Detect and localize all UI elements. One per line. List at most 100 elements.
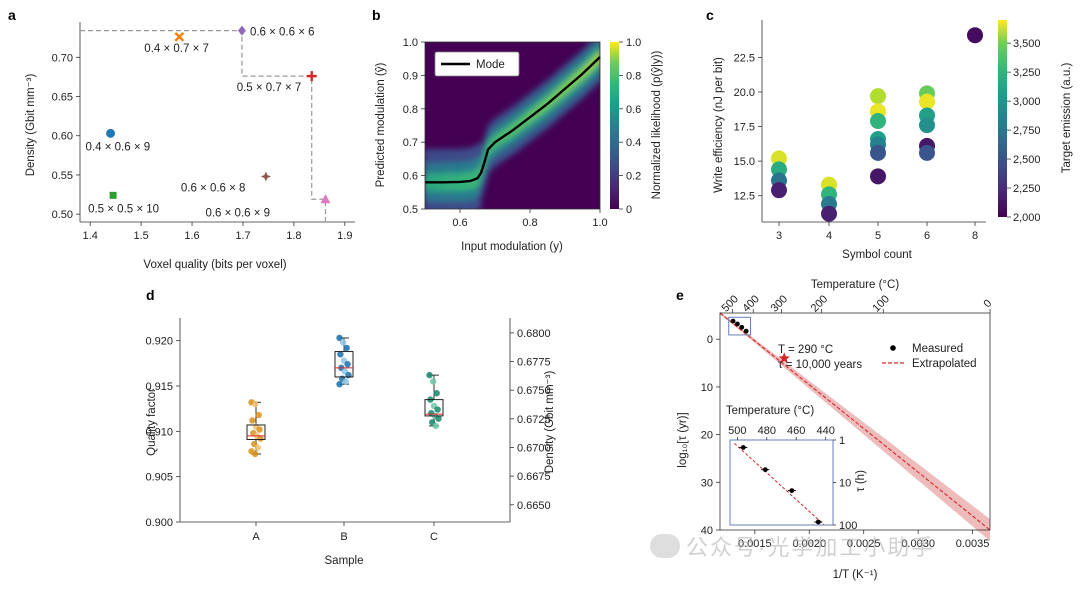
panel-b-label: b [372,7,381,23]
panel-d: d 0.9000.9050.9100.9150.9200.66500.66750… [145,287,556,567]
panel-c-colorbar-tick-label: 2,250 [1013,183,1041,195]
panel-c-plot: 3 4 5 6 8 12.5 15.0 17.5 20.0 22.5 [734,20,986,242]
panel-b-colorbar-tick-label: 0.4 [626,137,641,149]
panel-b-plot: 0.6 0.8 1.0 0.5 0.6 0.7 0.8 0.9 1.0 [403,37,608,229]
box-body [424,399,444,417]
panel-e-ytick-label: 40 [701,525,713,537]
mode-curve [425,56,601,184]
watermark-text: 公众号·光学加工小助手 [686,535,936,560]
inset-ytick-label: 10 [839,478,851,490]
watermark: 公众号·光学加工小助手 [650,530,935,562]
panel-d-ylabel-right: Density (Gbit mm⁻³) [544,371,556,474]
panel-b-ytick-label: 0.5 [403,204,418,216]
target-star-marker [778,352,790,364]
point-label: 0.6 × 0.6 × 6 [250,27,315,39]
panel-a-xtick-label: 1.6 [184,230,199,242]
efficiency-point [919,144,935,161]
panel-a-ylabel: Density (Gbit mm⁻³) [25,74,37,177]
panel-a-xtick-label: 1.4 [83,230,98,242]
panel-a-ytick-label: 0.50 [52,209,73,221]
panel-b: b 0.6 0.8 1.0 0.5 0.6 0.7 0.8 0.9 1.0 Mode Input… [372,7,663,253]
panel-d-ytick-label-right: 0.6750 [517,385,551,397]
efficiency-point [771,150,787,167]
panel-e-top-tick-label: 500 [719,293,740,314]
measured-point [730,318,736,324]
inset-xtick-label: 440 [816,425,834,437]
inset-fit-line [734,442,825,526]
legend-measured-marker [890,345,896,351]
inset-frame [729,439,834,526]
legend-measured-label: Measured [912,343,963,355]
sample-point [434,406,441,413]
panel-d-xlabel: Sample [325,555,364,567]
inset-ytick-label: 100 [839,520,857,532]
panel-e-top-tick-label: 0 [982,297,995,310]
sample-point [254,444,261,451]
panel-e-top-xlabel: Temperature (°C) [811,279,899,291]
point-label: 0.5 × 0.7 × 7 [237,82,302,94]
panel-c-xtick-label: 8 [972,230,978,242]
annotation-temperature: T = 290 °C [778,344,833,356]
panel-d-ytick-label-right: 0.6675 [517,471,551,483]
box-body [334,351,354,378]
panel-b-ylabel: Predicted modulation (ŷ) [375,63,387,188]
panel-b-xtick-label: 0.8 [522,217,537,229]
panel-c-colorbar-tick-label: 3,500 [1013,38,1041,50]
point-label: 0.4 × 0.7 × 7 [144,43,209,55]
panel-a-xtick-label: 1.9 [337,230,352,242]
panel-e-xtick-label: 0.0025 [847,538,881,550]
measured-point [743,328,749,334]
panel-c-xtick-label: 3 [776,230,782,242]
point-label: 0.6 × 0.6 × 8 [181,183,246,195]
panel-e-label: e [676,287,684,303]
inset-point [815,519,821,525]
panel-c: c 3 4 5 6 8 12.5 15.0 17.5 20.0 22.5 Symbol count… [706,7,1073,261]
panel-e-top-tick-label: 100 [870,293,891,314]
inset-point [789,488,795,493]
inset-xtick-label: 500 [728,425,746,437]
panel-b-colorbar-tick-label: 0 [626,204,632,216]
point-label: 0.4 × 0.6 × 9 [86,141,151,153]
point-square-marker [109,191,117,199]
panel-d-ytick-label: 0.915 [145,381,173,393]
panel-b-frame [424,41,601,210]
panel-b-xtick-label: 0.6 [452,217,467,229]
panel-c-ylabel: Write efficiency (nJ per bit) [713,57,725,193]
panel-b-colorbar-tick-label: 0.8 [626,70,641,82]
point-plus-marker [306,71,317,82]
panel-c-ytick-label: 22.5 [734,52,755,64]
panel-a-plot: 1.4 1.5 1.6 1.7 1.8 1.9 0.50 0.55 0.60 0.65 0.70 0.… [52,22,355,242]
panel-c-ytick-label: 17.5 [734,122,755,134]
panel-e-ytick-label: 30 [701,477,713,489]
legend-extrapolated-label: Extrapolated [912,358,977,370]
panel-a-xtick-label: 1.5 [133,230,148,242]
sample-point [344,361,351,368]
panel-c-xtick-label: 4 [826,230,832,242]
panel-e-top-tick-label: 300 [769,293,790,314]
panel-a-ytick-label: 0.60 [52,131,73,143]
inset-xlabel: Temperature (°C) [726,405,814,417]
panel-e-xtick-label: 0.0020 [792,538,826,550]
efficiency-point [771,161,787,178]
inset-xtick-label: 480 [758,425,776,437]
point-diamond-marker [237,25,246,36]
panel-c-colorbar-tick-label: 2,500 [1013,154,1041,166]
panel-c-colorbar [998,20,1007,217]
panel-b-colorbar-tick-label: 1.0 [626,37,641,49]
panel-c-xtick-label: 5 [875,230,881,242]
panel-d-label: d [146,287,155,303]
sample-point [342,378,349,385]
point-triangle-marker [320,194,331,204]
box-body [246,424,266,440]
sample-point [256,426,263,433]
inset-point [740,445,746,450]
extrapolated-line [719,312,991,531]
sample-point [251,400,259,408]
point-circle-marker [106,128,116,138]
sample-point [337,351,344,358]
panel-e-xtick-label: 0.0035 [956,538,990,550]
panel-b-ytick-label: 1.0 [403,37,418,49]
annotation-lifetime: τ = 10,000 years [778,359,862,371]
panel-d-ytick-label: 0.905 [145,472,173,484]
panel-d-ytick-label-right: 0.6775 [517,357,551,369]
